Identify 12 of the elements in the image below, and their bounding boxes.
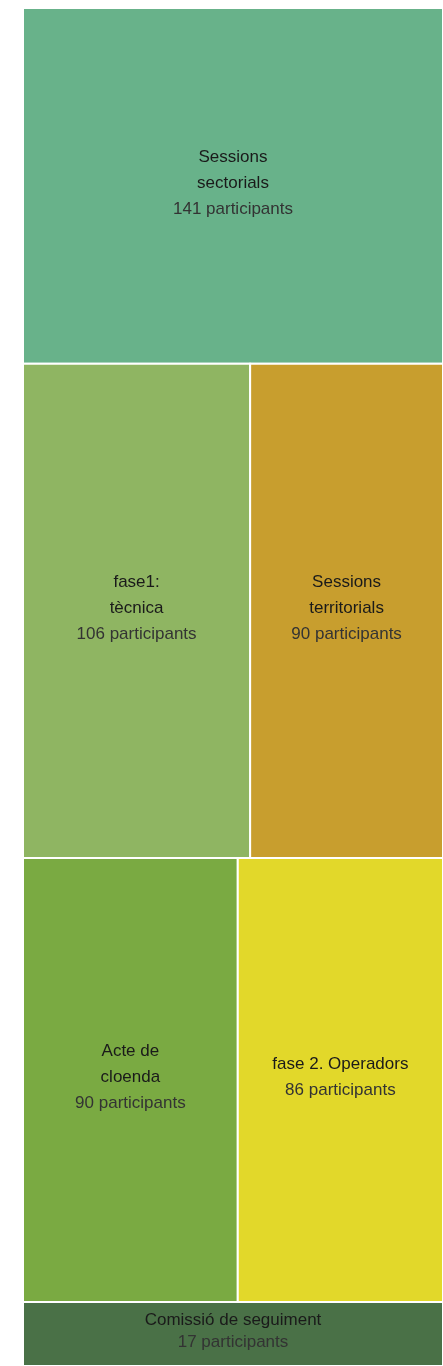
category-label: fase1: tècnica (109, 571, 165, 617)
category-label: fase 2. Operadors (272, 1054, 409, 1074)
category-label: Comissió de seguiment (144, 1310, 322, 1329)
data-label: 106 participants (76, 623, 197, 643)
data-label: 90 participants (75, 1093, 186, 1113)
data-label: 86 participants (285, 1080, 396, 1100)
data-label: 17 participants (177, 1332, 289, 1351)
data-label: 90 participants (291, 623, 402, 643)
category-label: Sessions sectorials (197, 146, 269, 192)
category-label: Sessions territorials (309, 571, 384, 617)
data-label: 141 participants (172, 198, 294, 218)
category-label: Acte de cloenda (100, 1041, 161, 1087)
